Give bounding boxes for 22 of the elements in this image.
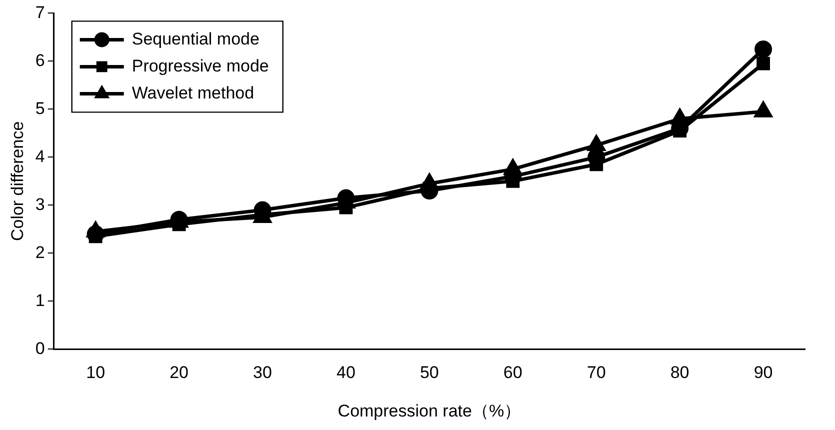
x-tick-label: 50: [420, 363, 439, 382]
x-tick-label: 20: [170, 363, 189, 382]
x-tick-label: 70: [586, 363, 606, 382]
x-tick-label: 60: [503, 363, 522, 382]
legend-label: Sequential mode: [132, 29, 260, 48]
y-axis-title: Color difference: [8, 121, 27, 242]
x-tick-label: 10: [86, 363, 106, 382]
y-tick-label: 3: [35, 194, 45, 214]
legend-label: Wavelet method: [132, 83, 254, 102]
y-tick-label: 6: [35, 50, 45, 70]
y-tick-label: 4: [35, 146, 45, 166]
x-tick-label: 80: [670, 363, 690, 382]
y-tick-label: 1: [35, 290, 45, 310]
y-tick-label: 5: [35, 98, 45, 118]
x-tick-label: 40: [336, 363, 356, 382]
legend-label: Progressive mode: [132, 56, 269, 76]
x-axis-title: Compression rate（%）: [338, 401, 522, 420]
y-tick-label: 2: [35, 242, 45, 262]
x-tick-label: 90: [754, 363, 773, 382]
y-tick-label: 0: [35, 338, 45, 358]
y-tick-label: 7: [35, 2, 45, 22]
x-tick-label: 30: [253, 363, 272, 382]
